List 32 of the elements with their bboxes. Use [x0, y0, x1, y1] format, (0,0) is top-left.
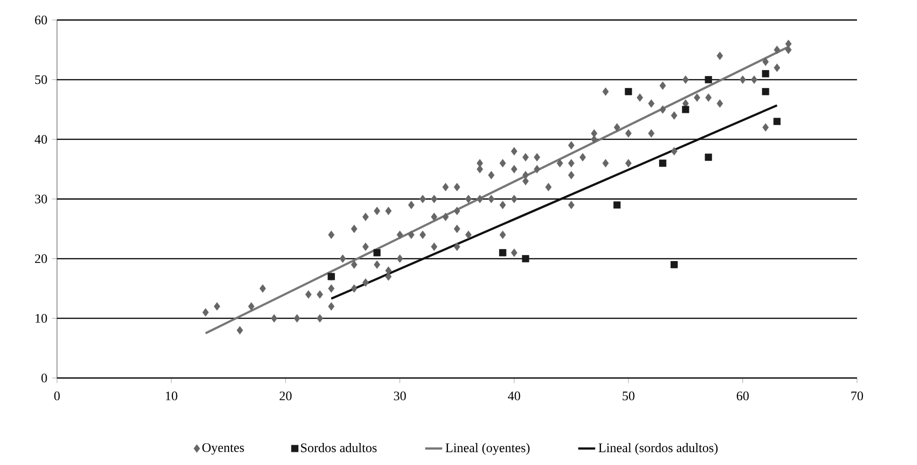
point [659, 160, 666, 167]
point [773, 118, 781, 126]
y-tick-label: 20 [35, 254, 47, 264]
legend-label: Sordos adultos [301, 443, 377, 452]
y-tick-label: 60 [35, 16, 47, 24]
legend-label: Lineal (sordos adultos) [598, 443, 718, 455]
x-tick-label: 40 [508, 392, 520, 400]
legend-label: Oyentes [202, 443, 244, 455]
point [762, 70, 770, 78]
y-tick-label: 30 [35, 194, 47, 204]
x-tick-label: 10 [166, 392, 178, 400]
point [522, 255, 530, 262]
point [624, 88, 632, 96]
x-tick-label: 60 [736, 392, 749, 400]
x-tick-label: 30 [394, 392, 406, 400]
point [670, 261, 678, 268]
y-tick-label: 50 [35, 75, 47, 84]
point [704, 76, 712, 84]
point [499, 249, 506, 256]
legend-label: Lineal (oyentes) [446, 443, 530, 455]
point [613, 201, 621, 209]
point [762, 88, 770, 96]
x-tick-label: 20 [280, 392, 292, 400]
point [373, 249, 381, 256]
x-tick-label: 0 [54, 392, 60, 400]
y-tick-label: 40 [34, 134, 47, 144]
point [704, 154, 712, 161]
y-tick-label: 0 [41, 374, 47, 382]
point [682, 106, 690, 114]
y-tick-label: 10 [36, 314, 47, 323]
x-tick-label: 70 [851, 392, 864, 400]
x-tick-label: 50 [622, 392, 634, 400]
